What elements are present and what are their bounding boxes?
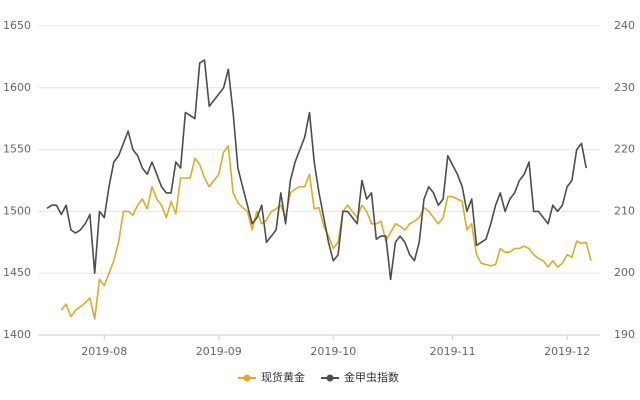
y2-tick-label: 210 [614,204,635,217]
legend-marker [243,374,251,382]
legend-label: 现货黄金 [261,370,305,384]
x-tick-label: 2019-09 [196,345,242,358]
y-tick-label: 1450 [3,266,31,279]
y-tick-label: 1400 [3,328,31,341]
y-tick-label: 1650 [3,19,31,32]
y2-tick-label: 190 [614,328,635,341]
x-tick-label: 2019-08 [81,345,127,358]
x-tick-label: 2019-11 [430,345,476,358]
y-tick-label: 1500 [3,204,31,217]
series-line [46,59,587,281]
y2-tick-label: 240 [614,19,635,32]
y2-tick-label: 230 [614,81,635,94]
legend-label: 金甲虫指数 [344,370,399,384]
y2-tick-label: 220 [614,143,635,156]
y-tick-label: 1550 [3,143,31,156]
y2-tick-label: 200 [614,266,635,279]
legend-marker [326,374,334,382]
y-tick-label: 1600 [3,81,31,94]
x-tick-label: 2019-10 [310,345,356,358]
x-tick-label: 2019-12 [544,345,590,358]
